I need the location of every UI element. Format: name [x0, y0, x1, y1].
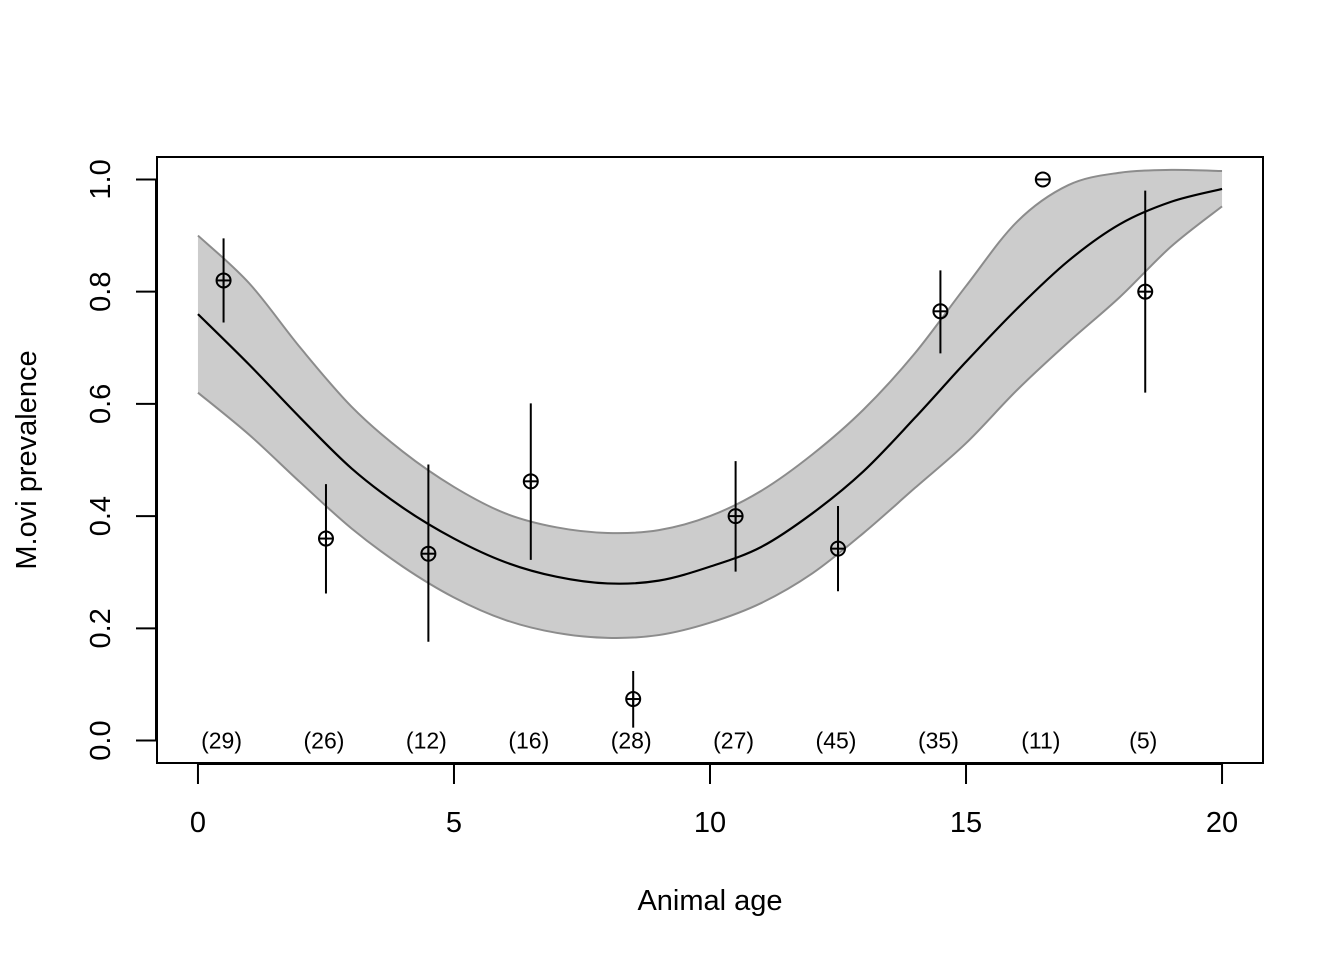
y-tick-label: 1.0	[85, 159, 117, 199]
sample-count-label: (45)	[816, 728, 857, 754]
confidence-band-layer	[197, 168, 1223, 639]
observed-point	[625, 691, 642, 708]
observed-point	[215, 272, 232, 289]
x-tick-label: 0	[190, 807, 206, 839]
x-tick-label: 20	[1206, 807, 1238, 839]
observed-point	[727, 508, 744, 525]
observed-point	[317, 530, 334, 547]
sample-count-label: (27)	[713, 728, 754, 754]
y-tick-label: 0.6	[85, 384, 117, 424]
sample-count-label: (28)	[611, 728, 652, 754]
x-axis: 0 5 10 15 20	[190, 763, 1238, 839]
y-tick-label: 0.8	[85, 272, 117, 312]
observed-point	[420, 545, 437, 562]
axes-layer: 0 5 10 15 20 0.0 0.2 0.4 0.6 0.8 1.0 Animal age M…	[11, 156, 1264, 917]
observed-points-layer	[215, 171, 1154, 708]
confidence-band-lower-edge	[197, 205, 1223, 639]
x-axis-title: Animal age	[637, 885, 782, 917]
sample-count-label: (35)	[918, 728, 959, 754]
observed-point	[932, 303, 949, 320]
fitted-curve	[197, 187, 1223, 585]
y-tick-label: 0.4	[85, 496, 117, 536]
observed-point	[1137, 283, 1154, 300]
sample-count-label: (29)	[201, 728, 242, 754]
observed-point	[522, 473, 539, 490]
confidence-band-upper-edge	[197, 168, 1223, 535]
x-tick-label: 5	[446, 807, 462, 839]
sample-count-label: (12)	[406, 728, 447, 754]
x-tick-label: 10	[694, 807, 726, 839]
observed-point	[1034, 171, 1051, 188]
y-tick-label: 0.2	[85, 608, 117, 648]
sample-count-label: (11)	[1021, 728, 1060, 754]
fit-line-layer	[197, 187, 1223, 585]
y-tick-label: 0.0	[85, 720, 117, 760]
sample-count-layer: (29) (26) (12) (16) (28) (27) (45) (35) (11) (5)	[201, 728, 1157, 754]
y-axis-title: M.ovi prevalence	[11, 350, 43, 569]
y-axis: 0.0 0.2 0.4 0.6 0.8 1.0	[85, 159, 157, 761]
sample-count-label: (5)	[1129, 728, 1157, 754]
sample-count-label: (16)	[508, 728, 549, 754]
x-tick-label: 15	[950, 807, 982, 839]
sample-count-label: (26)	[304, 728, 345, 754]
observed-point	[830, 540, 847, 557]
